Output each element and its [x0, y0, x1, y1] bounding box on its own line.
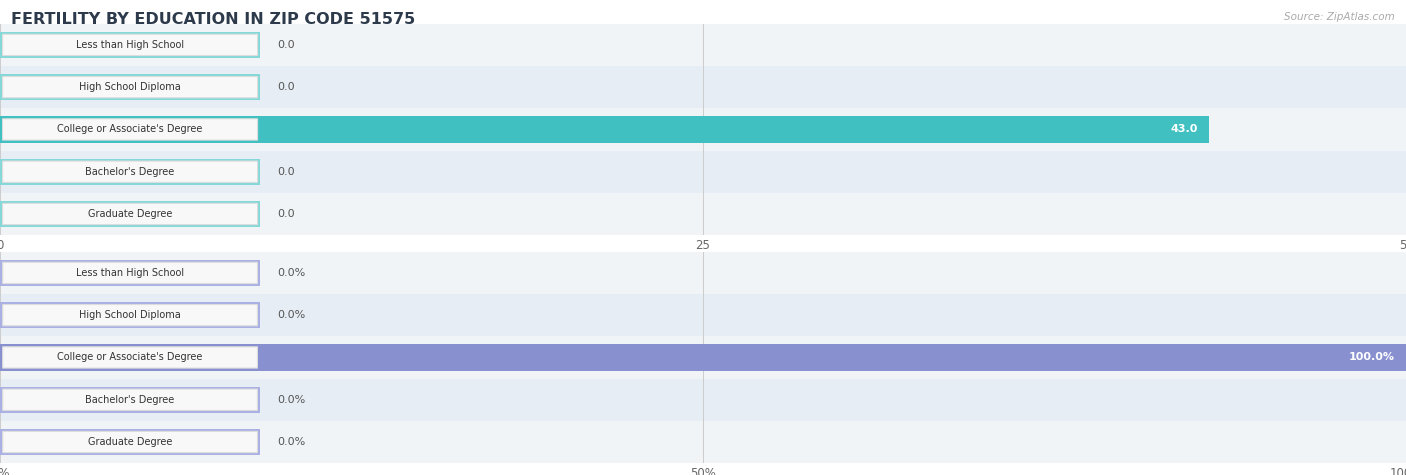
Text: 0.0%: 0.0% [277, 395, 305, 405]
Text: 0.0%: 0.0% [277, 268, 305, 278]
FancyBboxPatch shape [3, 119, 257, 140]
Text: 0.0: 0.0 [277, 209, 295, 219]
Text: FERTILITY BY EDUCATION IN ZIP CODE 51575: FERTILITY BY EDUCATION IN ZIP CODE 51575 [11, 12, 416, 27]
Bar [0, 32, 260, 58]
Bar [0, 116, 1209, 142]
Bar [0, 294, 1406, 336]
Bar [0, 344, 1406, 370]
Bar [0, 260, 260, 286]
Text: 0.0: 0.0 [277, 40, 295, 50]
FancyBboxPatch shape [3, 431, 257, 453]
Text: High School Diploma: High School Diploma [79, 82, 181, 92]
Bar [0, 379, 1406, 421]
Bar [0, 24, 1406, 66]
Text: Graduate Degree: Graduate Degree [87, 209, 173, 219]
Bar [0, 74, 260, 100]
FancyBboxPatch shape [3, 304, 257, 326]
Text: Source: ZipAtlas.com: Source: ZipAtlas.com [1284, 12, 1395, 22]
FancyBboxPatch shape [3, 34, 257, 56]
Text: 0.0: 0.0 [277, 167, 295, 177]
FancyBboxPatch shape [3, 161, 257, 182]
Bar [0, 429, 260, 455]
FancyBboxPatch shape [3, 203, 257, 225]
Text: High School Diploma: High School Diploma [79, 310, 181, 320]
Text: 0.0%: 0.0% [277, 437, 305, 447]
Bar [0, 193, 1406, 235]
Bar [0, 201, 260, 227]
FancyBboxPatch shape [3, 76, 257, 98]
Text: 100.0%: 100.0% [1348, 352, 1395, 362]
Bar [0, 159, 260, 185]
Bar [0, 151, 1406, 193]
FancyBboxPatch shape [3, 347, 257, 368]
Bar [0, 344, 1406, 370]
FancyBboxPatch shape [3, 262, 257, 284]
Bar [0, 302, 260, 328]
FancyBboxPatch shape [3, 389, 257, 410]
Bar [0, 421, 1406, 463]
Bar [0, 387, 260, 413]
Text: Bachelor's Degree: Bachelor's Degree [86, 395, 174, 405]
Bar [0, 108, 1406, 151]
Bar [0, 252, 1406, 294]
Text: 0.0%: 0.0% [277, 310, 305, 320]
Text: Graduate Degree: Graduate Degree [87, 437, 173, 447]
Text: 43.0: 43.0 [1171, 124, 1198, 134]
Text: Bachelor's Degree: Bachelor's Degree [86, 167, 174, 177]
Bar [0, 116, 1209, 142]
Text: 0.0: 0.0 [277, 82, 295, 92]
Bar [0, 66, 1406, 108]
Text: Less than High School: Less than High School [76, 40, 184, 50]
Text: College or Associate's Degree: College or Associate's Degree [58, 124, 202, 134]
Text: Less than High School: Less than High School [76, 268, 184, 278]
Text: College or Associate's Degree: College or Associate's Degree [58, 352, 202, 362]
Bar [0, 336, 1406, 379]
